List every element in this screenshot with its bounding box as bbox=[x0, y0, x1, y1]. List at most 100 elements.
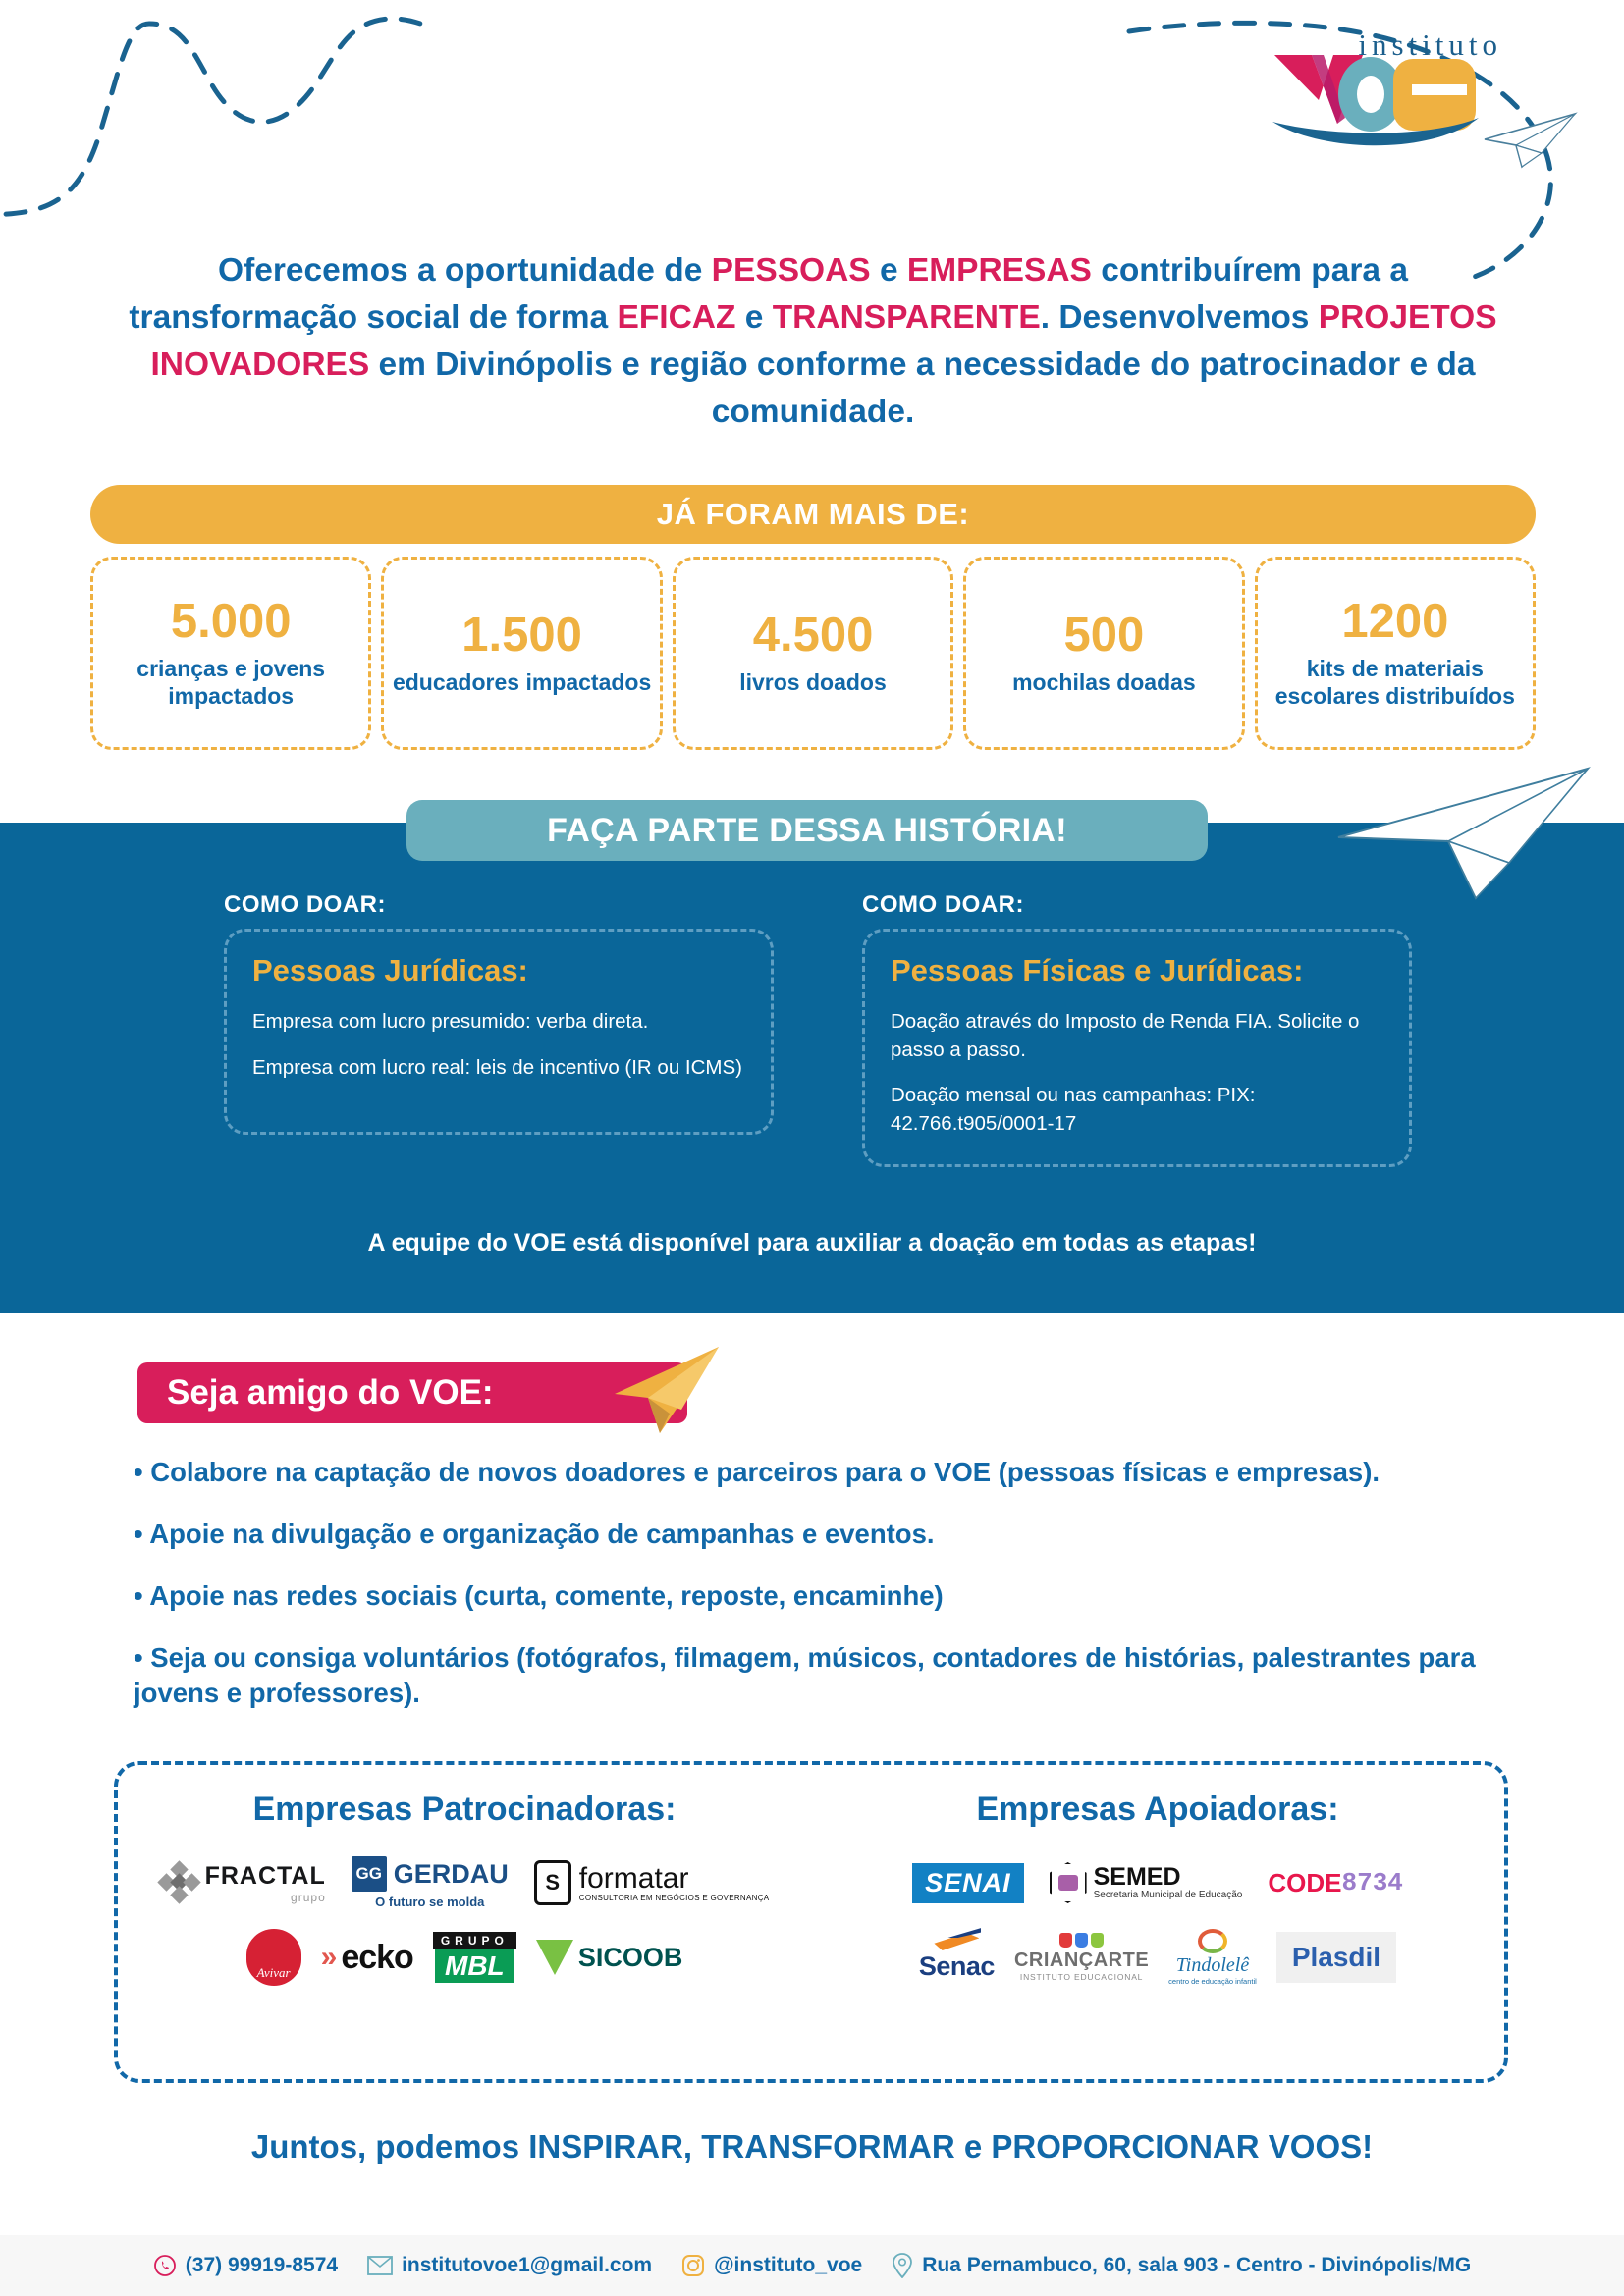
sponsors-title: Empresas Patrocinadoras: bbox=[252, 1790, 677, 1828]
intro-em-pessoas: PESSOAS bbox=[711, 252, 871, 289]
donation-band bbox=[0, 823, 1624, 1313]
bullet-item: • Apoie na divulgação e organização de c… bbox=[134, 1518, 935, 1549]
supporters-logo-row-2: Senac CRIANÇARTE INSTITUTO EDUCACIONAL T… bbox=[821, 1928, 1494, 1986]
bullet-item: • Apoie nas redes sociais (curta, coment… bbox=[134, 1579, 944, 1611]
intro-paragraph: Oferecemos a oportunidade de PESSOAS e E… bbox=[116, 247, 1510, 436]
donate-box: Pessoas Jurídicas: Empresa com lucro pre… bbox=[224, 929, 774, 1135]
donate-line: Doação através do Imposto de Renda FIA. … bbox=[891, 1010, 1360, 1061]
criancarte-hands-icon bbox=[1059, 1933, 1105, 1948]
stat-number: 4.500 bbox=[752, 609, 874, 662]
mbl-bottom: MBL bbox=[435, 1949, 514, 1983]
logo: instituto bbox=[1265, 27, 1510, 155]
supporters-title: Empresas Apoiadoras: bbox=[976, 1790, 1339, 1828]
footer-instagram[interactable]: @instituto_voe bbox=[681, 2254, 862, 2277]
footer-phone[interactable]: (37) 99919-8574 bbox=[153, 2254, 338, 2277]
intro-part2: e bbox=[870, 252, 907, 289]
dashed-wave-decoration bbox=[0, 16, 423, 217]
closing-slogan: Juntos, podemos INSPIRAR, TRANSFORMAR e … bbox=[250, 2128, 1374, 2164]
semed-name: SEMED bbox=[1093, 1862, 1181, 1891]
donate-box: Pessoas Físicas e Jurídicas: Doação atra… bbox=[862, 929, 1412, 1167]
contact-footer: (37) 99919-8574 institutovoe1@gmail.com … bbox=[0, 2235, 1624, 2296]
intro-part1: Oferecemos a oportunidade de bbox=[218, 252, 712, 289]
senac-name: Senac bbox=[918, 1951, 996, 1981]
tindolele-spiral-icon bbox=[1198, 1929, 1227, 1953]
logo-ecko: » ecko bbox=[321, 1929, 414, 1986]
intro-part4: e bbox=[735, 299, 773, 336]
stat-number: 500 bbox=[1063, 609, 1145, 662]
logo-tindolele: Tindolelê centro de educação infantil bbox=[1168, 1929, 1257, 1986]
partners-box: Empresas Patrocinadoras: FRACTAL grupo bbox=[114, 1761, 1508, 2083]
donate-heading: Pessoas Jurídicas: bbox=[252, 953, 528, 988]
sponsors-column: Empresas Patrocinadoras: FRACTAL grupo bbox=[118, 1765, 811, 2079]
logo-voe-mark bbox=[1272, 55, 1479, 146]
intro-em-eficaz: EFICAZ bbox=[617, 299, 736, 336]
logo-code8734: CODE 8734 bbox=[1268, 1854, 1403, 1911]
gerdau-name: GERDAU bbox=[393, 1858, 509, 1889]
plasdil-name: Plasdil bbox=[1275, 1932, 1397, 1983]
bullet-item: • Colabore na captação de novos doadores… bbox=[134, 1457, 1380, 1487]
logo-avivar: Avivar bbox=[245, 1929, 301, 1986]
semed-book-icon bbox=[1049, 1862, 1087, 1903]
donate-line-pix: Doação mensal ou nas campanhas: PIX: 42.… bbox=[891, 1084, 1256, 1136]
stat-card: 1200 kits de materiais escolares distrib… bbox=[1254, 557, 1537, 750]
code-prefix: CODE bbox=[1268, 1867, 1342, 1897]
fractal-sub: grupo bbox=[291, 1890, 326, 1904]
formatar-sub: CONSULTORIA EM NEGÓCIOS E GOVERNANÇA bbox=[578, 1893, 770, 1902]
criancarte-name: CRIANÇARTE bbox=[1013, 1949, 1150, 1971]
logo-grupo-mbl: GRUPO MBL bbox=[432, 1929, 516, 1986]
donate-column-left: COMO DOAR: Pessoas Jurídicas: Empresa co… bbox=[224, 891, 774, 1135]
stats-row: 5.000 crianças e jovens impactados 1.500… bbox=[90, 557, 1537, 750]
tindolele-sub: centro de educação infantil bbox=[1168, 1977, 1257, 1986]
fractal-name: FRACTAL bbox=[204, 1861, 326, 1890]
semed-sub: Secretaria Municipal de Educação bbox=[1093, 1889, 1243, 1900]
friend-bullets: • Colabore na captação de novos doadores… bbox=[134, 1455, 1528, 1737]
logo-senai: SENAI bbox=[912, 1854, 1024, 1911]
code-suffix: 8734 bbox=[1341, 1868, 1403, 1897]
avivar-name: Avivar bbox=[245, 1929, 301, 1986]
intro-part3: contribuírem para a transformação social… bbox=[129, 252, 1408, 336]
gerdau-slogan: O futuro se molda bbox=[375, 1895, 485, 1909]
donate-kicker: COMO DOAR: bbox=[224, 891, 386, 918]
stat-card: 500 mochilas doadas bbox=[963, 557, 1245, 750]
stat-label: kits de materiais escolares distribuídos bbox=[1274, 655, 1515, 709]
whatsapp-icon bbox=[153, 2254, 177, 2277]
footer-email[interactable]: institutovoe1@gmail.com bbox=[367, 2254, 652, 2277]
logo-fractal: FRACTAL grupo bbox=[156, 1854, 326, 1911]
intro-em-empresas: EMPRESAS bbox=[906, 252, 1092, 289]
stat-label: educadores impactados bbox=[392, 668, 652, 695]
friend-badge: Seja amigo do VOE: bbox=[137, 1362, 687, 1423]
footer-email-text: institutovoe1@gmail.com bbox=[402, 2254, 653, 2276]
intro-em-projetos: PROJETOS INOVADORES bbox=[150, 299, 1497, 383]
envelope-icon bbox=[367, 2256, 393, 2275]
stat-card: 4.500 livros doados bbox=[672, 557, 954, 750]
donate-line: Empresa com lucro presumido: verba diret… bbox=[252, 1010, 649, 1033]
donate-line: Empresa com lucro real: leis de incentiv… bbox=[252, 1055, 743, 1079]
intro-part6: em Divinópolis e região conforme a neces… bbox=[369, 347, 1476, 430]
sponsors-logo-row-1: FRACTAL grupo GG GERDAU O futuro se mold… bbox=[128, 1854, 801, 1911]
mbl-top: GRUPO bbox=[432, 1932, 516, 1949]
stat-label: crianças e jovens impactados bbox=[136, 655, 326, 709]
gerdau-mark: GG bbox=[351, 1856, 387, 1892]
ecko-name: ecko bbox=[341, 1938, 413, 1976]
footer-address-text: Rua Pernambuco, 60, sala 903 - Centro - … bbox=[922, 2254, 1472, 2276]
criancarte-sub: INSTITUTO EDUCACIONAL bbox=[1019, 1972, 1144, 1982]
footer-instagram-text: @instituto_voe bbox=[714, 2254, 863, 2276]
senai-name: SENAI bbox=[912, 1862, 1024, 1903]
logo-formatar: S formatar CONSULTORIA EM NEGÓCIOS E GOV… bbox=[533, 1854, 770, 1911]
logo-gerdau: GG GERDAU O futuro se molda bbox=[351, 1854, 509, 1911]
stat-number: 1200 bbox=[1341, 594, 1449, 648]
intro-em-transparente: TRANSPARENTE bbox=[772, 299, 1041, 336]
stats-banner: JÁ FORAM MAIS DE: bbox=[90, 485, 1536, 544]
band-title: FAÇA PARTE DESSA HISTÓRIA! bbox=[406, 800, 1208, 861]
logo-senac: Senac bbox=[918, 1928, 996, 1986]
map-pin-icon bbox=[892, 2253, 913, 2278]
fractal-diamonds-icon bbox=[156, 1860, 201, 1904]
supporters-column: Empresas Apoiadoras: SENAI SEMED Secreta… bbox=[811, 1765, 1504, 2079]
donate-kicker: COMO DOAR: bbox=[862, 891, 1024, 918]
band-footnote: A equipe do VOE está disponível para aux… bbox=[367, 1229, 1257, 1256]
bullet-item: • Seja ou consiga voluntários (fotógrafo… bbox=[134, 1641, 1476, 1709]
formatar-name: formatar bbox=[578, 1861, 689, 1895]
sicoob-triangle-icon bbox=[535, 1940, 573, 1975]
stat-card: 5.000 crianças e jovens impactados bbox=[90, 557, 372, 750]
